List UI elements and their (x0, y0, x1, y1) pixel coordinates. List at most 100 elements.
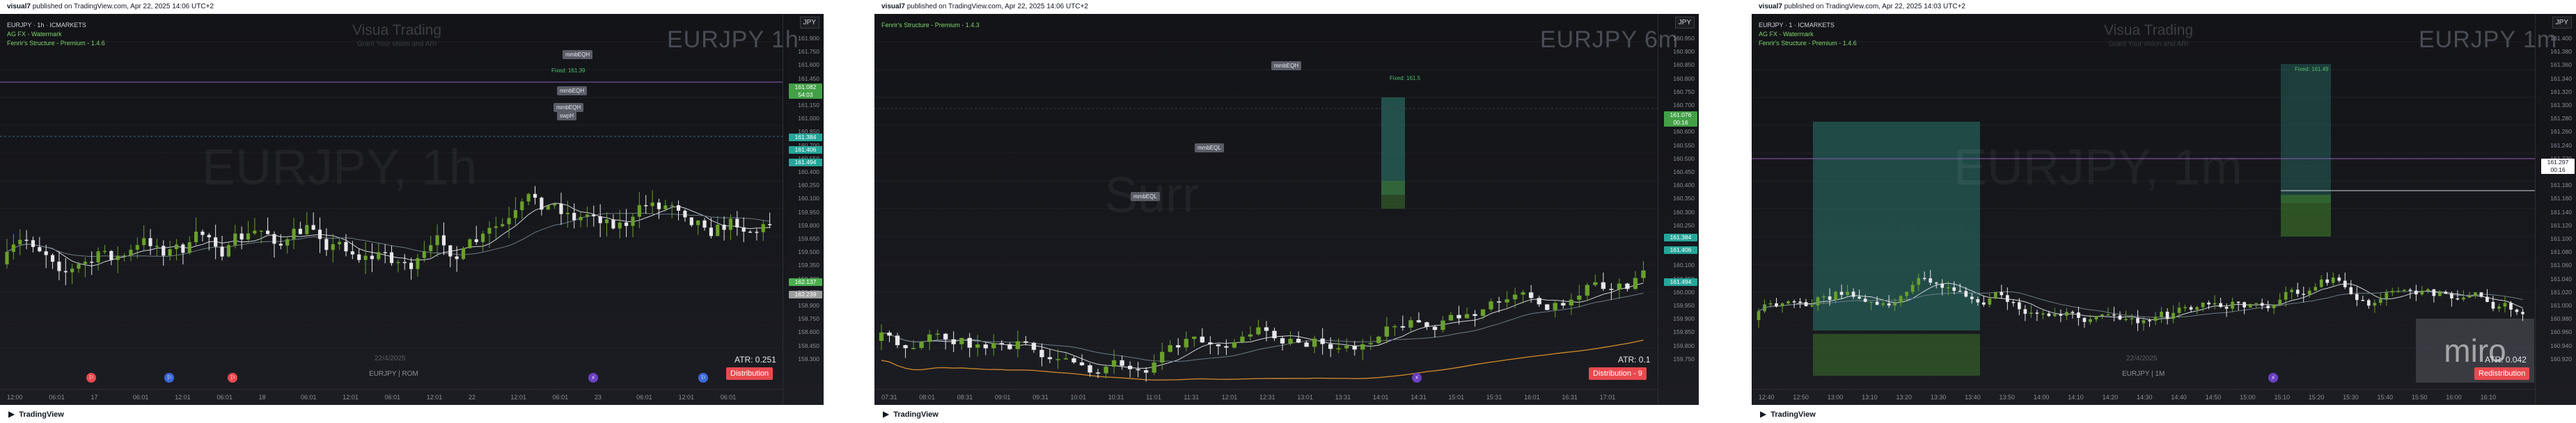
symbol-legend[interactable]: EURJPY · 1 · ICMARKETS (1759, 22, 1835, 29)
footer-brand[interactable]: TradingView (893, 410, 938, 419)
price-tag[interactable]: 162.239 (789, 291, 822, 298)
candle-body (768, 224, 772, 225)
candle-body (676, 205, 681, 211)
candle-body (2089, 319, 2092, 322)
candle-body (2177, 308, 2181, 313)
chart-area[interactable]: EURJPY · 1h · ICMARKETS AG FX - Watermar… (0, 14, 824, 405)
price-tag[interactable]: 161.076 00:16 (1664, 111, 1697, 127)
event-marker-icon[interactable]: ⚐ (698, 373, 708, 383)
candle-body (1934, 282, 1938, 284)
price-tag[interactable]: 162.137 (789, 278, 822, 286)
candle-body (1023, 341, 1028, 343)
annotation-label[interactable]: mmbEQH (553, 103, 584, 112)
candle-body (650, 202, 654, 207)
candle-body (2331, 277, 2335, 283)
candle-body (435, 235, 439, 246)
indicator-legend-1[interactable]: AG FX - Watermark (7, 31, 62, 38)
candle-body (1553, 303, 1557, 310)
price-tag[interactable]: 161.297 00:16 (2541, 159, 2575, 174)
annotation-label[interactable]: mmbEQH (1271, 61, 1302, 70)
author-link[interactable]: visual7 (7, 3, 31, 10)
candle-body (253, 230, 257, 234)
time-tick-label: 12:01 (175, 394, 191, 401)
indicator-legend-1[interactable]: Fenrir's Structure - Premium - 1.4.3 (881, 22, 980, 29)
candle-body (402, 262, 407, 264)
price-tag[interactable]: 161.082 54:03 (789, 83, 822, 99)
candle-body (1440, 320, 1445, 330)
author-link[interactable]: visual7 (881, 3, 905, 10)
tradingview-logo-icon: ▶ (883, 409, 890, 419)
time-tick-label: 11:31 (1184, 394, 1200, 401)
event-marker-icon[interactable]: ⚡ (588, 373, 598, 383)
target-label: Fixed: 161.39 (551, 67, 586, 74)
zone-box (1381, 181, 1405, 209)
event-marker-icon[interactable]: ⚡ (2268, 373, 2278, 383)
candle-body (2503, 303, 2507, 307)
candle-body (1505, 299, 1509, 303)
price-tick-label: 161.380 (2550, 48, 2572, 56)
chart-area[interactable]: EURJPY · 1 · ICMARKETS AG FX - Watermark… (1752, 14, 2576, 405)
chart-panel-1h: visual7 published on TradingView.com, Ap… (0, 0, 824, 423)
candle-body (2509, 303, 2513, 310)
candle-body (1810, 305, 1814, 307)
price-tag[interactable]: 161.494 (1664, 278, 1697, 286)
price-tick-label: 159.650 (798, 235, 819, 242)
candle-body (2266, 305, 2270, 309)
candles-plot[interactable] (0, 14, 783, 390)
candle-body (1168, 345, 1172, 352)
time-tick-label: 06:01 (384, 394, 401, 401)
symbol-legend[interactable]: EURJPY · 1h · ICMARKETS (7, 22, 86, 29)
price-tag[interactable]: 161.384 (1664, 234, 1697, 241)
time-tick-label: 14:01 (1372, 394, 1389, 401)
price-tag[interactable]: 161.406 (789, 146, 822, 154)
price-axis[interactable]: JPY 160.950 160.900 160.850 160.800 160.750 1… (1658, 14, 1699, 405)
annotation-label[interactable]: swpH (557, 111, 577, 120)
currency-label[interactable]: JPY (799, 17, 819, 29)
indicator-legend-2[interactable]: Fenrir's Structure - Premium - 1.4.6 (1759, 40, 1857, 47)
price-axis[interactable]: JPY 161.900161.750161.600161.450161.3001… (783, 14, 824, 405)
chart-area[interactable]: Fenrir's Structure - Premium - 1.4.3 EUR… (874, 14, 1699, 405)
price-tick-label: 159.900 (1673, 315, 1695, 323)
time-axis[interactable]: 12:40 12:50 13:00 13:10 13:20 13:30 13:40 13:50… (1752, 389, 2536, 405)
price-axis[interactable]: JPY 161.400 161.380 161.360 161.340 161.320 1… (2535, 14, 2576, 405)
candle-body (598, 216, 602, 223)
price-tick-label: 161.120 (2550, 221, 2572, 229)
footer-brand[interactable]: TradingView (1770, 410, 1816, 419)
candle-body (2213, 303, 2217, 305)
watermark-title: Visua Trading (2103, 22, 2194, 38)
annotation-label[interactable]: mmbEQH (563, 50, 593, 59)
time-tick-label: 15:30 (2343, 394, 2359, 401)
currency-label[interactable]: JPY (1674, 17, 1695, 29)
candle-body (1456, 314, 1461, 319)
candle-body (604, 219, 609, 223)
candle-body (2373, 303, 2377, 306)
price-tick-label: 160.960 (2550, 328, 2572, 336)
candle-body (1055, 359, 1060, 360)
candle-body (2029, 312, 2033, 314)
price-tag[interactable]: 161.494 (789, 159, 822, 166)
indicator-legend-1[interactable]: AG FX - Watermark (1759, 31, 1814, 38)
event-marker-icon[interactable]: ⚐ (164, 373, 174, 383)
event-marker-icon[interactable]: ⚡ (1412, 373, 1422, 383)
annotation-label[interactable]: mmbEQL (1131, 192, 1160, 201)
time-axis[interactable]: 12:00 06:01 17 06:01 12:01 06:01 18 06:01 12:01 0… (0, 389, 783, 405)
time-axis[interactable]: 07:31 08:01 08:31 09:01 09:31 10:01 10:31 11:01… (874, 389, 1658, 405)
annotation-label[interactable]: mmbEQL (1195, 143, 1224, 152)
candles-plot[interactable] (874, 14, 1658, 390)
indicator-legend-2[interactable]: Fenrir's Structure - Premium - 1.4.6 (7, 40, 105, 47)
footer-brand[interactable]: TradingView (19, 410, 64, 419)
candle-body (226, 245, 230, 257)
price-tag[interactable]: 161.384 (789, 134, 822, 141)
candle-body (2071, 312, 2075, 313)
candles-plot[interactable] (1752, 14, 2536, 390)
event-marker-icon[interactable]: ⚐ (228, 373, 237, 383)
price-tick-label: 160.940 (2550, 342, 2572, 349)
author-link[interactable]: visual7 (1759, 3, 1782, 10)
candle-body (148, 238, 152, 246)
price-tag[interactable]: 161.406 (1664, 246, 1697, 254)
candle-body (1136, 369, 1140, 371)
time-tick-label: 06:01 (552, 394, 569, 401)
event-marker-icon[interactable]: ⚐ (86, 373, 96, 383)
currency-label[interactable]: JPY (2552, 17, 2572, 29)
annotation-label[interactable]: mmbEQH (557, 86, 588, 95)
